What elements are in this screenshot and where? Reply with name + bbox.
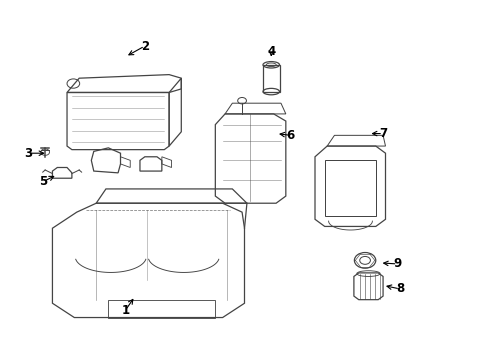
Text: 5: 5 <box>39 175 47 188</box>
Text: 8: 8 <box>395 283 404 296</box>
Text: 2: 2 <box>141 40 148 53</box>
Text: 9: 9 <box>393 257 401 270</box>
Text: 6: 6 <box>286 129 294 142</box>
Text: 7: 7 <box>378 127 386 140</box>
Text: 3: 3 <box>24 147 32 160</box>
Text: 4: 4 <box>266 45 275 58</box>
Text: 1: 1 <box>121 304 129 317</box>
